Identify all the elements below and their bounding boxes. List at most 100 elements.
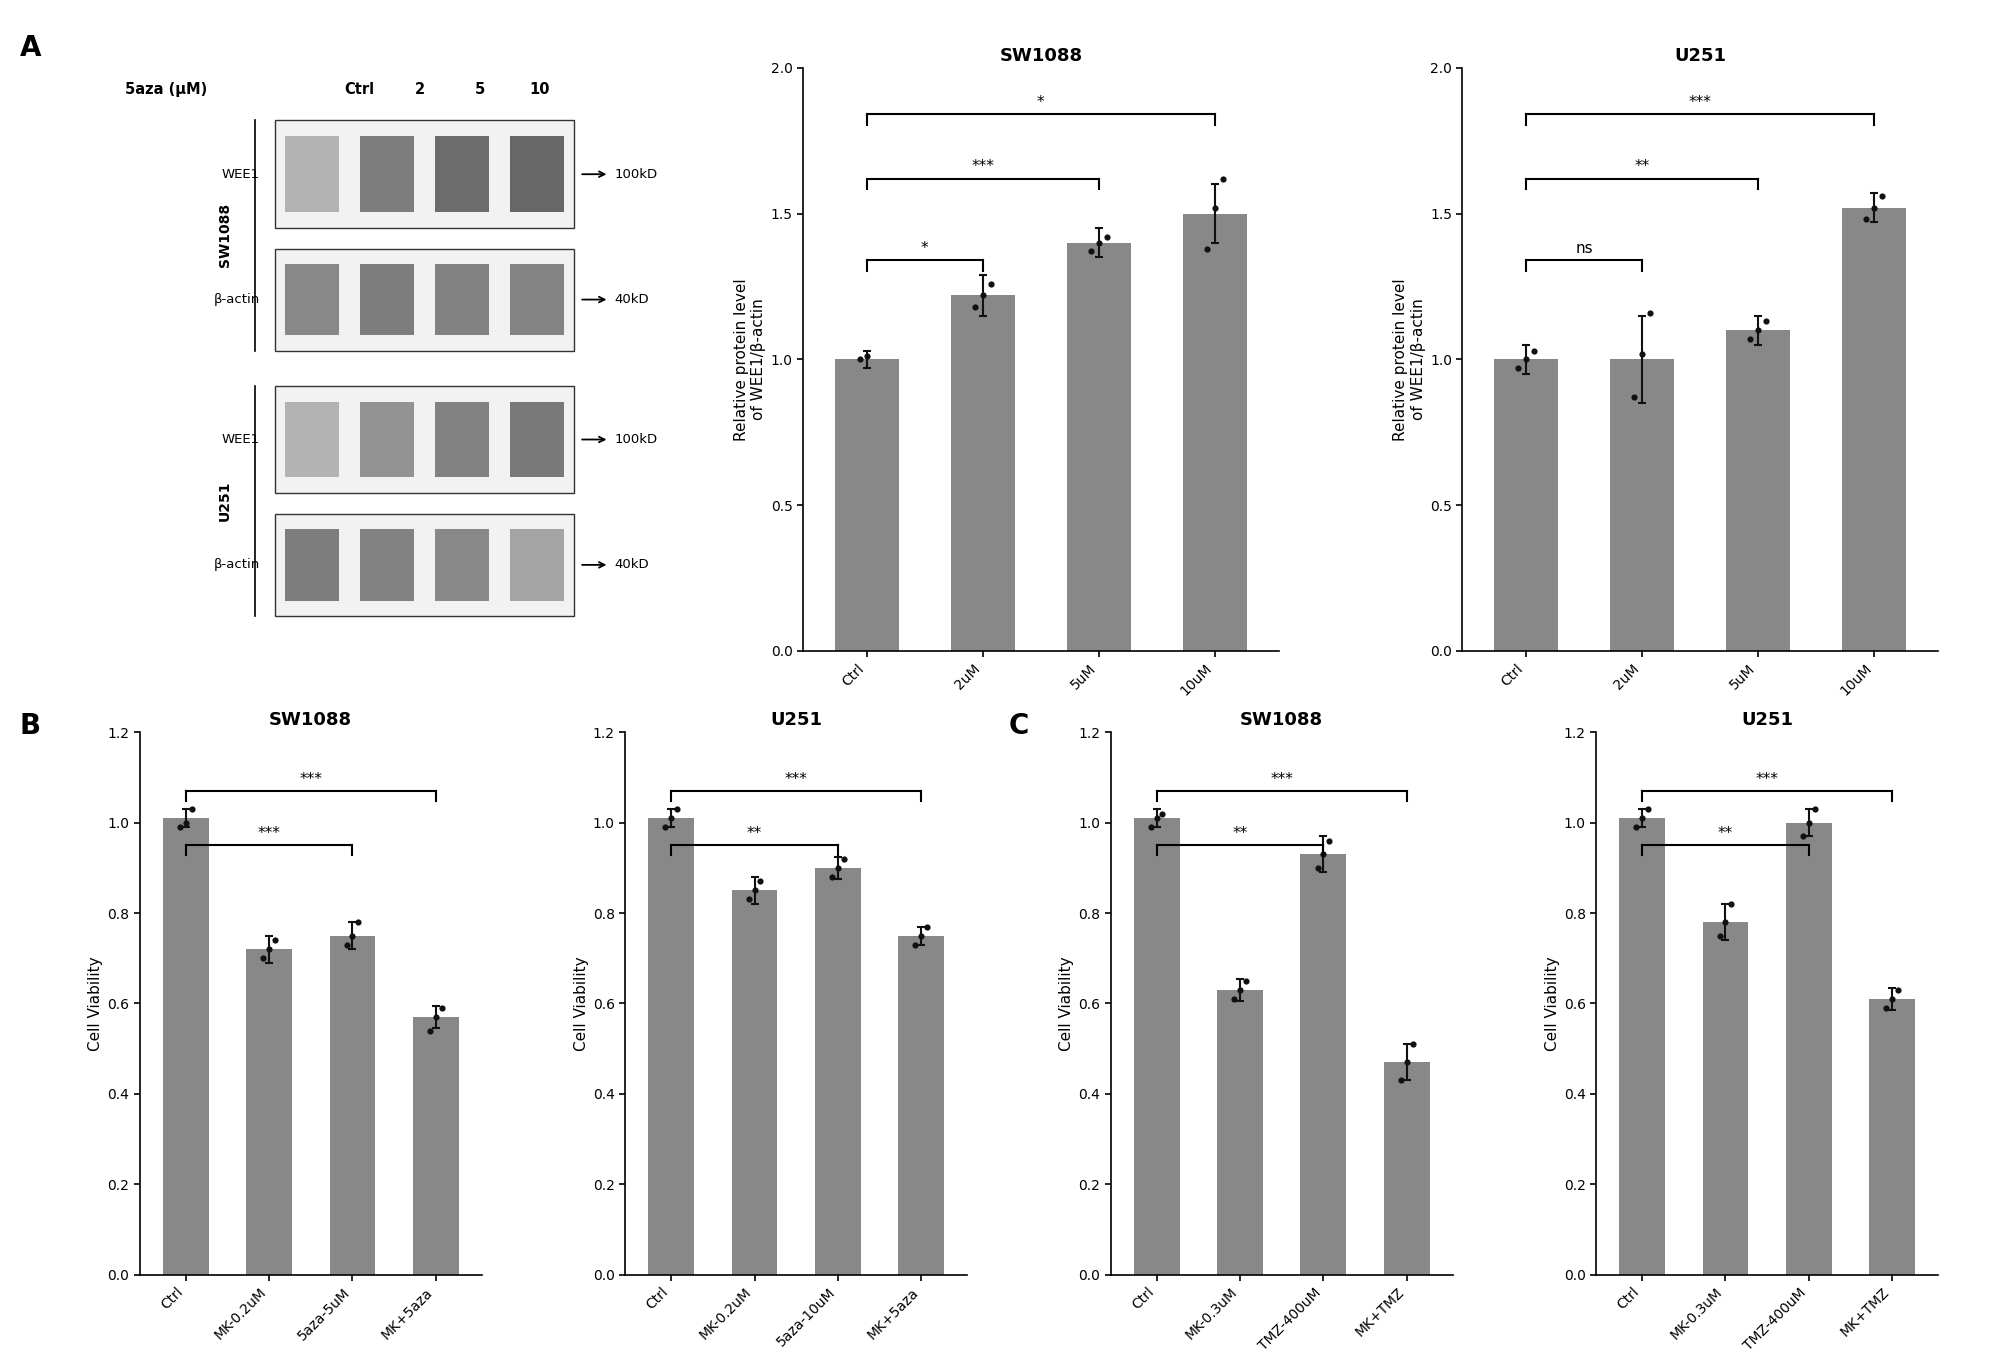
- Bar: [815, 868, 861, 1275]
- Bar: [899, 936, 945, 1275]
- Point: [164, 816, 196, 838]
- Text: A: A: [20, 34, 42, 62]
- Point: [1207, 168, 1239, 190]
- Text: 5: 5: [474, 83, 486, 98]
- Point: [1716, 894, 1748, 915]
- Point: [336, 925, 368, 946]
- Title: U251: U251: [1740, 712, 1792, 730]
- Text: 40kD: 40kD: [613, 293, 649, 306]
- Bar: [1702, 922, 1748, 1275]
- Bar: [1133, 818, 1179, 1275]
- Bar: [330, 936, 376, 1275]
- Text: 100kD: 100kD: [613, 433, 657, 446]
- Point: [1858, 197, 1890, 218]
- Bar: [951, 296, 1015, 651]
- Point: [1620, 816, 1652, 838]
- Point: [745, 871, 777, 892]
- Point: [420, 1006, 452, 1028]
- Point: [1191, 237, 1223, 259]
- Bar: [1183, 213, 1247, 651]
- Bar: [1610, 359, 1674, 651]
- Point: [1734, 328, 1766, 350]
- Title: SW1088: SW1088: [999, 47, 1083, 65]
- Point: [739, 880, 771, 902]
- Point: [1135, 816, 1167, 838]
- Bar: [274, 121, 573, 228]
- Bar: [1726, 330, 1790, 651]
- Text: B: B: [20, 712, 42, 740]
- Text: 40kD: 40kD: [613, 559, 649, 571]
- Point: [254, 938, 286, 960]
- Bar: [1870, 999, 1916, 1275]
- Text: WEE1: WEE1: [222, 168, 260, 180]
- Point: [975, 273, 1007, 294]
- Point: [1710, 911, 1742, 933]
- Title: SW1088: SW1088: [1241, 712, 1323, 730]
- Point: [1850, 209, 1882, 231]
- Bar: [246, 949, 292, 1275]
- Y-axis label: Cell Viability: Cell Viability: [1544, 956, 1560, 1051]
- Bar: [1217, 990, 1263, 1275]
- Point: [733, 888, 765, 910]
- Point: [649, 816, 681, 838]
- Bar: [647, 818, 693, 1275]
- Bar: [286, 529, 340, 601]
- Bar: [1495, 359, 1558, 651]
- Bar: [1301, 854, 1347, 1275]
- Point: [426, 997, 458, 1018]
- Point: [1632, 799, 1664, 820]
- Text: **: **: [747, 826, 761, 841]
- Point: [1626, 807, 1658, 829]
- Bar: [360, 264, 414, 335]
- Text: *: *: [921, 240, 929, 255]
- Point: [176, 799, 208, 820]
- Bar: [286, 137, 340, 212]
- Bar: [436, 401, 490, 477]
- Point: [661, 799, 693, 820]
- Bar: [360, 137, 414, 212]
- Bar: [1067, 243, 1131, 651]
- Text: ***: ***: [971, 159, 995, 174]
- Point: [1798, 799, 1830, 820]
- Y-axis label: Relative protein level
of WEE1/β-actin: Relative protein level of WEE1/β-actin: [733, 278, 767, 441]
- Point: [1510, 348, 1542, 370]
- Y-axis label: Cell Viability: Cell Viability: [573, 956, 589, 1051]
- Point: [1502, 357, 1534, 378]
- Point: [1091, 226, 1123, 248]
- Bar: [1618, 818, 1664, 1275]
- Text: SW1088: SW1088: [218, 203, 232, 267]
- Point: [827, 848, 859, 869]
- Bar: [286, 401, 340, 477]
- Bar: [509, 137, 563, 212]
- Bar: [360, 401, 414, 477]
- Y-axis label: Cell Viability: Cell Viability: [88, 956, 104, 1051]
- Bar: [274, 385, 573, 494]
- Point: [1313, 830, 1345, 852]
- Point: [170, 812, 202, 834]
- Point: [1307, 843, 1339, 865]
- Text: Ctrl: Ctrl: [344, 83, 376, 98]
- Bar: [274, 248, 573, 351]
- Text: ***: ***: [300, 772, 322, 786]
- Bar: [509, 529, 563, 601]
- Bar: [436, 137, 490, 212]
- Point: [821, 857, 853, 879]
- Bar: [436, 264, 490, 335]
- Point: [1231, 970, 1263, 991]
- Text: 5aza (μM): 5aza (μM): [124, 83, 208, 98]
- Y-axis label: Relative protein level
of WEE1/β-actin: Relative protein level of WEE1/β-actin: [1393, 278, 1427, 441]
- Text: ns: ns: [1576, 240, 1592, 255]
- Point: [1391, 1051, 1423, 1073]
- Text: WEE1: WEE1: [222, 433, 260, 446]
- Text: ***: ***: [1271, 772, 1293, 786]
- Point: [1301, 857, 1333, 879]
- Point: [967, 285, 999, 306]
- Text: ***: ***: [1756, 772, 1778, 786]
- Bar: [835, 359, 899, 651]
- Bar: [1786, 823, 1832, 1275]
- Bar: [436, 529, 490, 601]
- Point: [1792, 812, 1824, 834]
- Point: [330, 934, 362, 956]
- Point: [1704, 925, 1736, 946]
- Point: [911, 915, 943, 937]
